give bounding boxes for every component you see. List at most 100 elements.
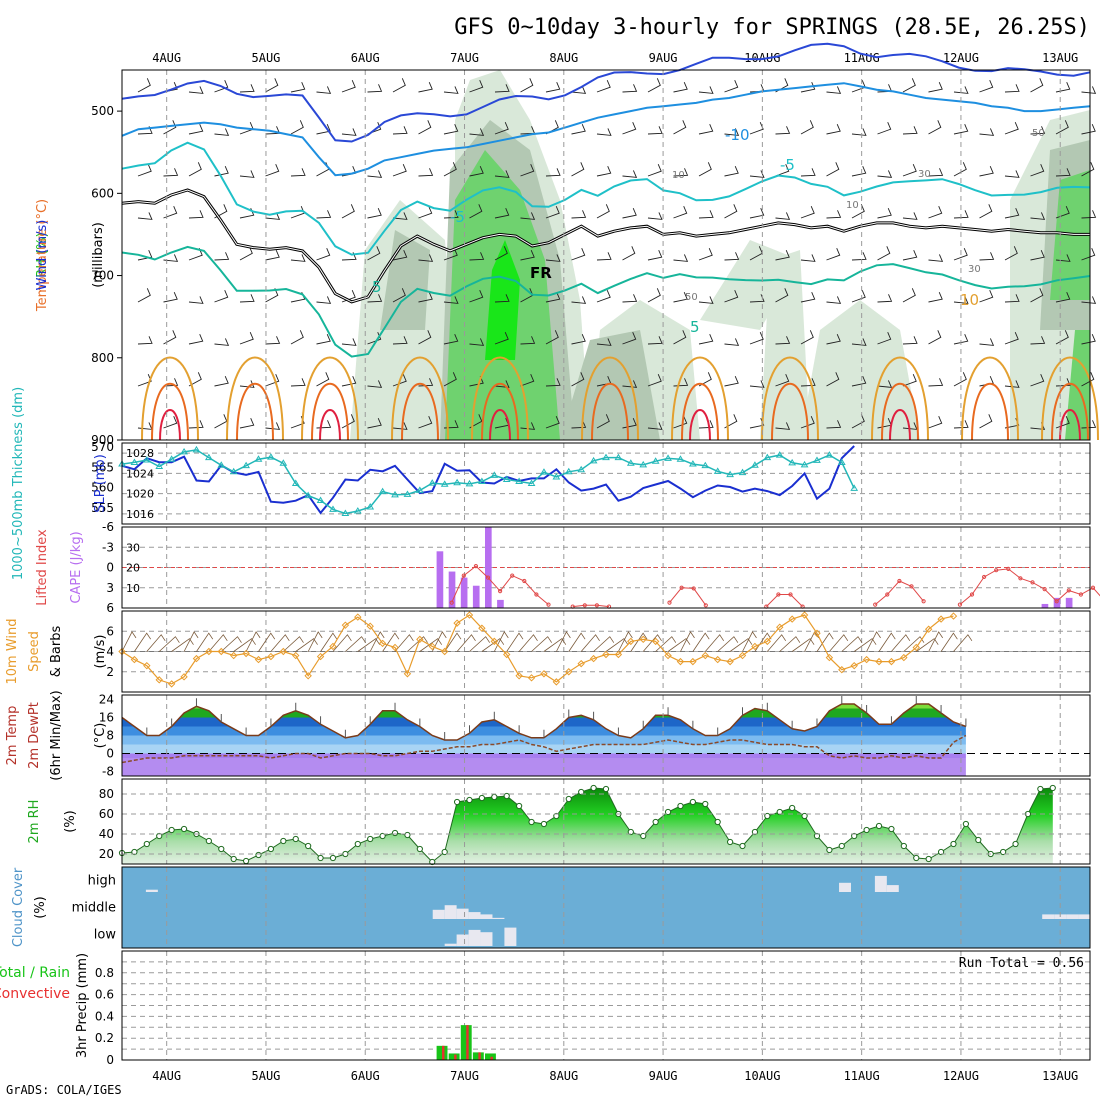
y-tick-label: 0	[106, 1053, 114, 1067]
wind-barb	[1081, 210, 1097, 219]
rh-marker	[751, 828, 759, 836]
wind-barb	[1055, 168, 1071, 177]
wind-barb	[800, 292, 816, 303]
wind-barb	[367, 84, 383, 93]
y-tick-label: 3	[106, 581, 114, 595]
wind-barb	[791, 638, 815, 652]
wind-barb	[283, 636, 304, 652]
wind-speed-marker	[763, 637, 772, 646]
wind-barb	[979, 128, 995, 136]
rh-shade-wet	[1065, 330, 1090, 440]
wind-speed-marker	[143, 661, 151, 670]
wind-barb	[698, 334, 714, 345]
wind-barb	[494, 294, 510, 303]
panel-axis-label: Wind (m/s)	[35, 220, 50, 291]
wind-barb	[902, 250, 918, 261]
rh-marker	[429, 858, 436, 866]
wind-barb	[239, 84, 255, 93]
wind-barb	[239, 380, 255, 388]
wind-barb	[580, 634, 600, 652]
wind-barb	[826, 420, 842, 429]
wind-barb	[418, 82, 433, 93]
panel-frame	[121, 442, 1091, 525]
wind-barb	[928, 330, 942, 345]
wind-barb	[367, 246, 381, 261]
wind-barb	[443, 372, 457, 387]
wind-barb	[545, 292, 561, 303]
wind-barb	[673, 416, 688, 429]
wind-barb	[316, 124, 331, 135]
wind-barb	[1055, 120, 1069, 135]
wind-barb	[979, 376, 994, 387]
rh-marker	[1049, 784, 1056, 792]
wind-barb	[916, 638, 939, 652]
thickness-marker	[502, 475, 511, 482]
wind-barb	[826, 248, 841, 261]
thickness-marker	[478, 477, 486, 484]
rh-marker	[441, 848, 448, 856]
lifted-index-marker	[1090, 585, 1096, 590]
thickness-marker	[142, 456, 151, 463]
wind-barb	[469, 338, 485, 346]
wind-barb	[928, 206, 943, 219]
wind-barb	[851, 166, 867, 177]
wind-barb	[545, 206, 560, 219]
wind-barb	[877, 122, 892, 135]
wind-speed-marker	[366, 622, 374, 630]
wind-barb	[851, 252, 867, 261]
wind-barb	[121, 631, 137, 652]
wind-speed-marker	[875, 657, 883, 666]
wind-barb	[903, 636, 925, 652]
wind-barb	[1030, 336, 1046, 345]
y-tick-label: 0.4	[95, 1009, 114, 1023]
thickness-marker	[217, 461, 226, 468]
thickness-marker	[415, 486, 424, 493]
wind-barb	[418, 168, 434, 177]
wind-barb	[953, 210, 969, 219]
wind-barb	[444, 632, 462, 652]
day-label-bottom: 10AUG	[744, 1069, 780, 1083]
wind-barb	[775, 288, 789, 303]
rh-marker	[466, 796, 473, 804]
day-label-top: 10AUG	[744, 51, 780, 65]
wind-barb	[163, 120, 177, 135]
wind-barb	[953, 162, 967, 177]
wind-barb	[724, 290, 739, 303]
precip-convective-bar	[442, 1045, 445, 1060]
wind-barb	[902, 164, 917, 177]
wind-barb	[494, 380, 510, 388]
rh-marker	[838, 842, 845, 850]
wind-barb	[724, 128, 740, 136]
wind-barb	[851, 128, 867, 136]
wind-barb	[290, 120, 304, 135]
isotherm-plus15	[481, 382, 519, 441]
precip-convective-bar	[478, 1052, 481, 1060]
rh-marker	[913, 854, 920, 862]
wind-barb	[214, 128, 230, 136]
rh-contour-label: 30	[968, 264, 981, 275]
wind-barb	[596, 338, 612, 346]
rh-marker	[180, 825, 188, 833]
lifted-index-marker	[546, 602, 551, 607]
panel-axis-label: RH (%)	[35, 232, 50, 277]
dewpoint-2m-line	[121, 734, 967, 764]
wind-barb	[316, 86, 332, 94]
lifted-index-marker	[522, 578, 527, 584]
thickness-marker	[788, 458, 797, 466]
wind-speed-marker	[391, 643, 399, 652]
thickness-marker	[850, 484, 859, 491]
rh-marker	[590, 784, 597, 792]
thickness-marker	[242, 461, 250, 469]
wind-barb	[1030, 212, 1046, 220]
wind-speed-marker	[167, 680, 176, 688]
wind-speed-marker	[614, 650, 623, 659]
wind-barb	[622, 332, 637, 345]
wind-speed-marker	[515, 672, 523, 680]
rh-marker	[1000, 848, 1007, 856]
rh-marker	[230, 855, 237, 863]
y-tick-label: 0.8	[95, 966, 114, 980]
lifted-index-marker	[873, 602, 878, 607]
wind-barb	[188, 296, 204, 304]
wind-barb	[137, 336, 153, 345]
wind-barb	[392, 374, 407, 387]
